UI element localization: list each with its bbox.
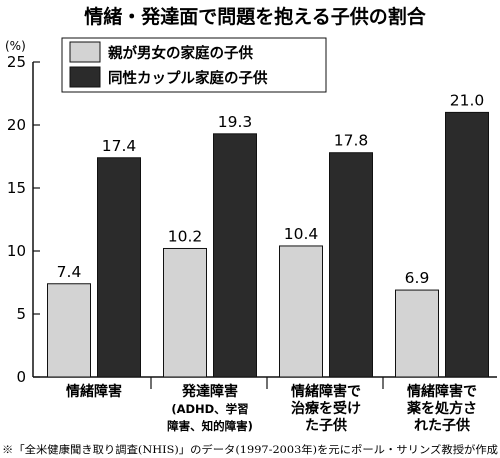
bar-series-2 (97, 157, 141, 378)
bar-series-2 (213, 133, 257, 378)
bar-series-2 (329, 152, 373, 378)
category-label: (ADHD、学習 (171, 402, 248, 416)
y-tick-label: 0 (16, 368, 26, 386)
bar-series-2 (445, 111, 489, 378)
legend: 親が男女の家庭の子供 同性カップル家庭の子供 (61, 37, 327, 93)
bar-value-label: 10.2 (168, 227, 203, 245)
y-tick-label: 15 (7, 179, 26, 197)
bar-value-label: 10.4 (284, 225, 319, 243)
category-label: た子供 (305, 417, 347, 434)
category-label: 障害、知的障害) (167, 419, 253, 433)
legend-label-series-2: 同性カップル家庭の子供 (108, 69, 268, 87)
legend-swatch-series-2 (69, 66, 101, 88)
bar-value-label: 21.0 (450, 91, 485, 109)
group-dividers (150, 377, 384, 389)
bar-value-label: 17.8 (334, 132, 369, 150)
category-label: 情緒障害で (407, 383, 477, 400)
bar-series-1 (163, 247, 207, 378)
y-tick-label: 5 (16, 305, 26, 323)
y-axis-ticks: 0 5 10 15 20 25 (7, 53, 40, 386)
footnote: ※「全米健康聞き取り調査(NHIS)」のデータ(1997-2003年)を元にポー… (2, 443, 499, 456)
y-tick-label: 20 (7, 116, 26, 134)
category-label: 発達障害 (181, 383, 238, 400)
legend-label-series-1: 親が男女の家庭の子供 (108, 44, 253, 62)
y-tick-label: 10 (7, 242, 26, 260)
bar-value-label: 17.4 (102, 137, 137, 155)
category-label: れた子供 (414, 417, 470, 434)
bar-value-label: 6.9 (405, 269, 430, 287)
chart-title: 情緒・発達面で問題を抱える子供の割合 (84, 5, 426, 28)
category-labels: 情緒障害 発達障害(ADHD、学習障害、知的障害)情緒障害で治療を受けた子供情緒障… (66, 383, 477, 434)
bar-series-1 (47, 283, 91, 378)
bars-group: 7.4 17.4 10.2 19.3 10.4 17.8 6.9 21.0 (47, 91, 489, 378)
bar-value-label: 19.3 (218, 113, 253, 131)
category-label: 情緒障害 (66, 383, 122, 400)
y-tick-label: 25 (7, 53, 26, 71)
category-label: 治療を受け (291, 400, 361, 417)
bar-series-1 (395, 289, 439, 378)
bar-value-label: 7.4 (57, 263, 82, 281)
category-label: 薬を処方さ (407, 400, 477, 417)
legend-swatch-series-1 (69, 41, 101, 63)
bar-series-1 (279, 245, 323, 378)
legend-box (61, 37, 327, 93)
y-axis-unit: (%) (5, 39, 26, 53)
category-label: 情緒障害で (291, 383, 361, 400)
